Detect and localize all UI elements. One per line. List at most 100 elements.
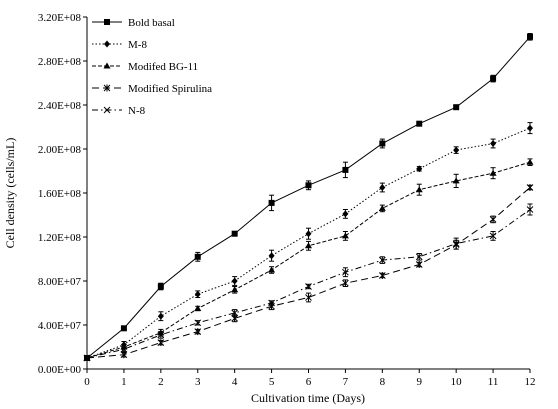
x-tick-label: 0 (84, 376, 90, 388)
data-point (157, 283, 164, 290)
data-point (120, 351, 128, 359)
data-point (416, 165, 423, 173)
data-point (194, 290, 201, 298)
axes: 0 1 2 3 4 5 6 7 8 9 10 11 12 0.00E+004.00E+078.00E+0… (3, 12, 536, 405)
x-tick-label: 3 (195, 376, 201, 388)
data-point (526, 158, 534, 165)
data-point (490, 75, 497, 82)
plot-area (83, 33, 534, 362)
y-tick-label: 3.20E+08 (38, 12, 82, 24)
data-point (342, 210, 349, 218)
data-point (379, 140, 386, 147)
data-point (120, 345, 128, 353)
y-tick-label: 2.00E+08 (38, 144, 82, 156)
data-point (194, 319, 202, 327)
data-point (342, 279, 349, 287)
y-tick-label: 1.20E+08 (38, 232, 82, 244)
series-line (86, 161, 531, 359)
data-point (453, 104, 460, 111)
x-tick-label: 5 (269, 376, 275, 388)
series-4 (83, 184, 534, 362)
data-point (305, 230, 312, 238)
x-tick-label: 12 (525, 376, 536, 388)
legend-marker (103, 106, 111, 114)
data-point (305, 182, 312, 189)
x-tick-label: 10 (451, 376, 463, 388)
legend-marker (103, 62, 111, 69)
legend-entry: M-8 (92, 39, 147, 51)
data-point (268, 299, 275, 307)
legend-label: Bold basal (128, 17, 175, 29)
data-point (452, 240, 460, 247)
data-point (378, 204, 386, 211)
series-line (86, 187, 531, 359)
data-point (157, 312, 164, 320)
data-point (526, 206, 534, 213)
y-axis-ticks: 0.00E+00 4.00E+07 8.00E+07 1.20E+08 1.60E+08… (38, 12, 87, 376)
data-point (268, 252, 275, 260)
data-point (157, 339, 165, 347)
data-point (157, 331, 165, 339)
data-point (527, 124, 533, 132)
data-point (341, 232, 349, 239)
legend: Bold basal M-8 Modifed BG-11 Modified Spiru… (92, 17, 212, 117)
data-point (342, 268, 349, 276)
data-point (231, 309, 239, 317)
data-point (379, 184, 386, 191)
x-tick-label: 8 (380, 376, 386, 388)
legend-label: Modified Spirulina (128, 83, 212, 95)
x-tick-label: 6 (306, 376, 312, 388)
data-point (489, 215, 497, 223)
y-axis-title: Cell density (cells/mL) (3, 138, 17, 249)
data-point (415, 261, 423, 268)
data-point (120, 325, 127, 332)
data-point (268, 199, 275, 206)
data-point (378, 256, 386, 264)
data-point (415, 186, 423, 193)
x-tick-label: 1 (121, 376, 127, 388)
data-point (305, 283, 312, 290)
legend-marker (103, 84, 111, 92)
data-point (416, 120, 423, 127)
data-point (527, 33, 533, 40)
legend-label: M-8 (128, 39, 147, 51)
legend-entry: Modified Spirulina (92, 83, 212, 95)
data-point (378, 272, 386, 279)
data-point (268, 266, 276, 273)
legend-marker (104, 19, 110, 25)
x-tick-label: 4 (232, 376, 238, 388)
data-point (526, 184, 534, 191)
data-point (305, 242, 312, 249)
data-point (489, 232, 497, 240)
y-tick-label: 0.00E+00 (38, 364, 82, 376)
data-point (194, 328, 202, 336)
data-point (305, 294, 312, 301)
x-tick-label: 2 (158, 376, 164, 388)
x-tick-label: 11 (488, 376, 499, 388)
data-point (231, 277, 238, 285)
x-axis-ticks: 0 1 2 3 4 5 6 7 8 9 10 11 12 (84, 369, 536, 388)
data-point (194, 305, 202, 311)
legend-marker (104, 40, 110, 48)
legend-label: Modifed BG-11 (128, 61, 198, 73)
y-tick-label: 2.40E+08 (38, 100, 82, 112)
series-5 (83, 203, 534, 362)
x-tick-label: 9 (417, 376, 423, 388)
legend-label: N-8 (128, 105, 146, 117)
data-point (489, 169, 497, 176)
data-point (452, 177, 460, 184)
x-tick-label: 7 (343, 376, 349, 388)
data-point (415, 253, 423, 261)
y-tick-label: 1.60E+08 (38, 188, 82, 200)
data-point (231, 286, 239, 293)
data-point (342, 166, 349, 173)
legend-entry: Modifed BG-11 (92, 61, 198, 73)
legend-entry: Bold basal (92, 17, 175, 29)
y-tick-label: 2.80E+08 (38, 56, 82, 68)
data-point (490, 140, 497, 147)
data-point (231, 230, 238, 237)
legend-entry: N-8 (92, 105, 146, 117)
data-point (194, 253, 201, 260)
